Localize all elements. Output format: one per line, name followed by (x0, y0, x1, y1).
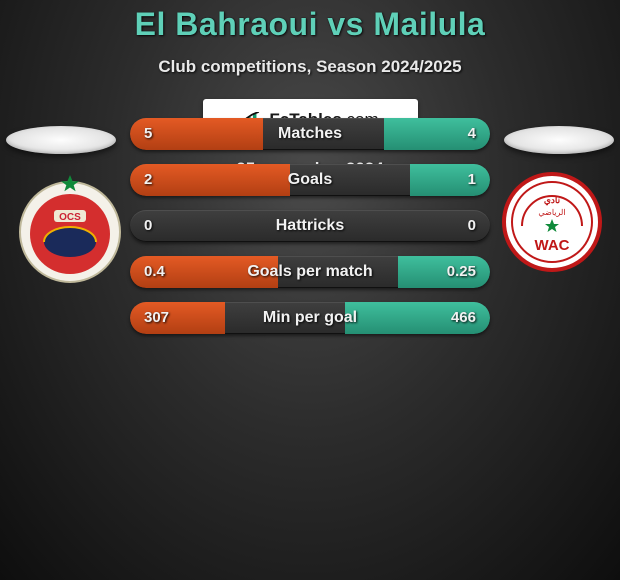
platform-left (6, 126, 116, 154)
stat-label: Goals (130, 164, 490, 196)
club-logo-right: نادي الرياضي WAC (502, 168, 602, 281)
stat-label: Matches (130, 118, 490, 150)
stat-row: 21Goals (130, 164, 490, 196)
page-title: El Bahraoui vs Mailula (0, 0, 620, 43)
stat-label: Goals per match (130, 256, 490, 288)
stats-panel: 54Matches 21Goals 00Hattricks 0.40.25Goals … (130, 118, 490, 348)
stat-row: 307466Min per goal (130, 302, 490, 334)
svg-text:نادي: نادي (544, 195, 560, 206)
comparison-card: El Bahraoui vs Mailula Club competitions… (0, 0, 620, 580)
svg-text:WAC: WAC (535, 237, 570, 254)
svg-text:OCS: OCS (59, 212, 81, 223)
club-logo-left: OCS (18, 168, 122, 289)
platform-right (504, 126, 614, 154)
stat-label: Hattricks (130, 210, 490, 242)
stat-row: 00Hattricks (130, 210, 490, 242)
stat-label: Min per goal (130, 302, 490, 334)
stat-row: 0.40.25Goals per match (130, 256, 490, 288)
stat-row: 54Matches (130, 118, 490, 150)
svg-text:الرياضي: الرياضي (538, 208, 565, 217)
season-subtitle: Club competitions, Season 2024/2025 (0, 57, 620, 77)
